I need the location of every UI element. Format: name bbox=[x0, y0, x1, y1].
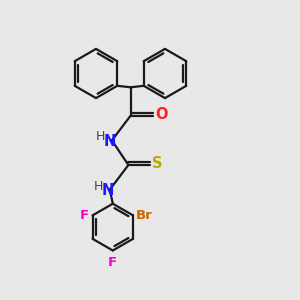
Text: Br: Br bbox=[136, 209, 153, 222]
Text: F: F bbox=[80, 209, 89, 222]
Text: N: N bbox=[104, 134, 116, 149]
Text: N: N bbox=[102, 183, 114, 198]
Text: H: H bbox=[94, 179, 103, 193]
Text: F: F bbox=[108, 256, 117, 269]
Text: H: H bbox=[96, 130, 105, 143]
Text: S: S bbox=[152, 156, 163, 171]
Text: O: O bbox=[155, 107, 168, 122]
